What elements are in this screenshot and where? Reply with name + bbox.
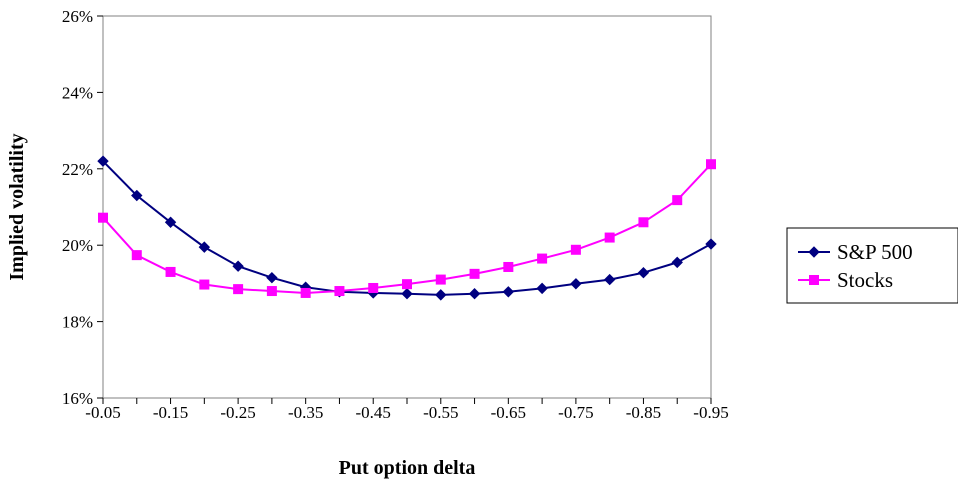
legend-label: Stocks — [837, 268, 893, 292]
legend-marker — [808, 246, 820, 258]
data-point — [233, 284, 244, 295]
y-axis-title: Implied volatility — [6, 133, 28, 280]
series-layer — [97, 155, 717, 301]
legend: S&P 500 Stocks — [786, 227, 958, 304]
legend-label: S&P 500 — [837, 240, 913, 264]
data-point — [637, 266, 650, 279]
y-tick-label: 22% — [62, 160, 93, 179]
data-point — [468, 288, 481, 300]
series-stocks — [98, 159, 716, 298]
x-tick-label: -0.35 — [288, 403, 323, 422]
y-tick-label: 24% — [62, 83, 93, 102]
data-point — [435, 274, 446, 285]
x-tick-label: -0.05 — [85, 403, 120, 422]
data-point — [570, 244, 581, 255]
data-point — [266, 286, 277, 297]
data-point — [368, 282, 379, 293]
data-point — [131, 250, 142, 261]
data-point — [537, 253, 548, 264]
x-tick-label: -0.85 — [626, 403, 661, 422]
x-tick-label: -0.45 — [356, 403, 391, 422]
legend-marker — [809, 275, 819, 285]
data-point — [232, 260, 244, 272]
data-point — [435, 289, 447, 301]
x-tick-label: -0.95 — [693, 403, 728, 422]
data-point — [402, 279, 412, 290]
data-point — [97, 155, 109, 167]
legend-item: S&P 500 — [798, 240, 913, 264]
data-point — [469, 268, 480, 279]
data-point — [401, 288, 413, 300]
data-point — [672, 195, 683, 206]
data-point — [603, 273, 616, 286]
x-tick-label: -0.65 — [491, 403, 526, 422]
data-point — [503, 261, 514, 272]
y-tick-label: 20% — [62, 236, 93, 255]
x-tick-label: -0.25 — [220, 403, 255, 422]
data-point — [604, 232, 615, 243]
legend-item: Stocks — [798, 268, 893, 292]
data-point — [131, 189, 143, 202]
data-point — [334, 286, 345, 297]
y-tick-label: 18% — [62, 313, 93, 332]
data-point — [199, 279, 210, 290]
data-point — [502, 286, 515, 298]
y-axis: 16% 18% 20% 22% 24% 26% — [62, 7, 103, 408]
data-point — [671, 256, 683, 269]
y-tick-label: 16% — [62, 389, 93, 408]
data-point — [300, 287, 311, 298]
x-axis-title: Put option delta — [339, 457, 476, 479]
x-tick-label: -0.75 — [558, 403, 593, 422]
data-point — [266, 271, 278, 284]
x-tick-label: -0.55 — [423, 403, 458, 422]
x-axis: -0.05 -0.15 -0.25 -0.35 -0.45 -0.55 -0.65 -0.75… — [85, 398, 729, 422]
data-point — [198, 241, 211, 253]
data-point — [705, 238, 717, 250]
data-point — [164, 216, 177, 228]
y-tick-label: 26% — [62, 7, 93, 26]
data-point — [706, 159, 716, 170]
data-point — [638, 217, 649, 228]
data-point — [536, 282, 548, 295]
data-point — [98, 212, 108, 223]
data-point — [165, 266, 176, 277]
plot-area — [102, 15, 712, 399]
legend-box — [786, 227, 958, 304]
data-point — [570, 278, 582, 290]
x-tick-label: -0.15 — [153, 403, 188, 422]
